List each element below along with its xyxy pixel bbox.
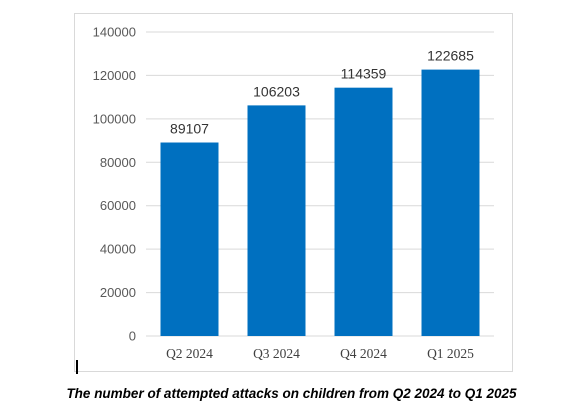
text-cursor xyxy=(76,360,78,374)
bar xyxy=(160,142,219,336)
x-tick-label: Q4 2024 xyxy=(340,346,387,361)
y-tick-label: 20000 xyxy=(100,285,136,300)
x-tick-label: Q1 2025 xyxy=(427,346,474,361)
chart-caption: The number of attempted attacks on child… xyxy=(66,386,517,401)
x-tick-label: Q3 2024 xyxy=(253,346,300,361)
bar xyxy=(421,69,480,336)
y-tick-label: 100000 xyxy=(93,111,136,126)
y-tick-label: 0 xyxy=(129,329,136,344)
data-label: 114359 xyxy=(341,66,387,82)
data-label: 89107 xyxy=(170,121,209,137)
data-label: 106203 xyxy=(253,83,300,99)
data-label: 122685 xyxy=(427,48,474,64)
y-tick-label: 120000 xyxy=(93,68,136,83)
bar xyxy=(247,105,306,336)
bar xyxy=(334,87,393,336)
y-tick-label: 40000 xyxy=(100,242,136,257)
y-tick-label: 60000 xyxy=(100,198,136,213)
x-tick-label: Q2 2024 xyxy=(166,346,213,361)
y-tick-label: 80000 xyxy=(100,155,136,170)
y-tick-label: 140000 xyxy=(93,25,136,40)
